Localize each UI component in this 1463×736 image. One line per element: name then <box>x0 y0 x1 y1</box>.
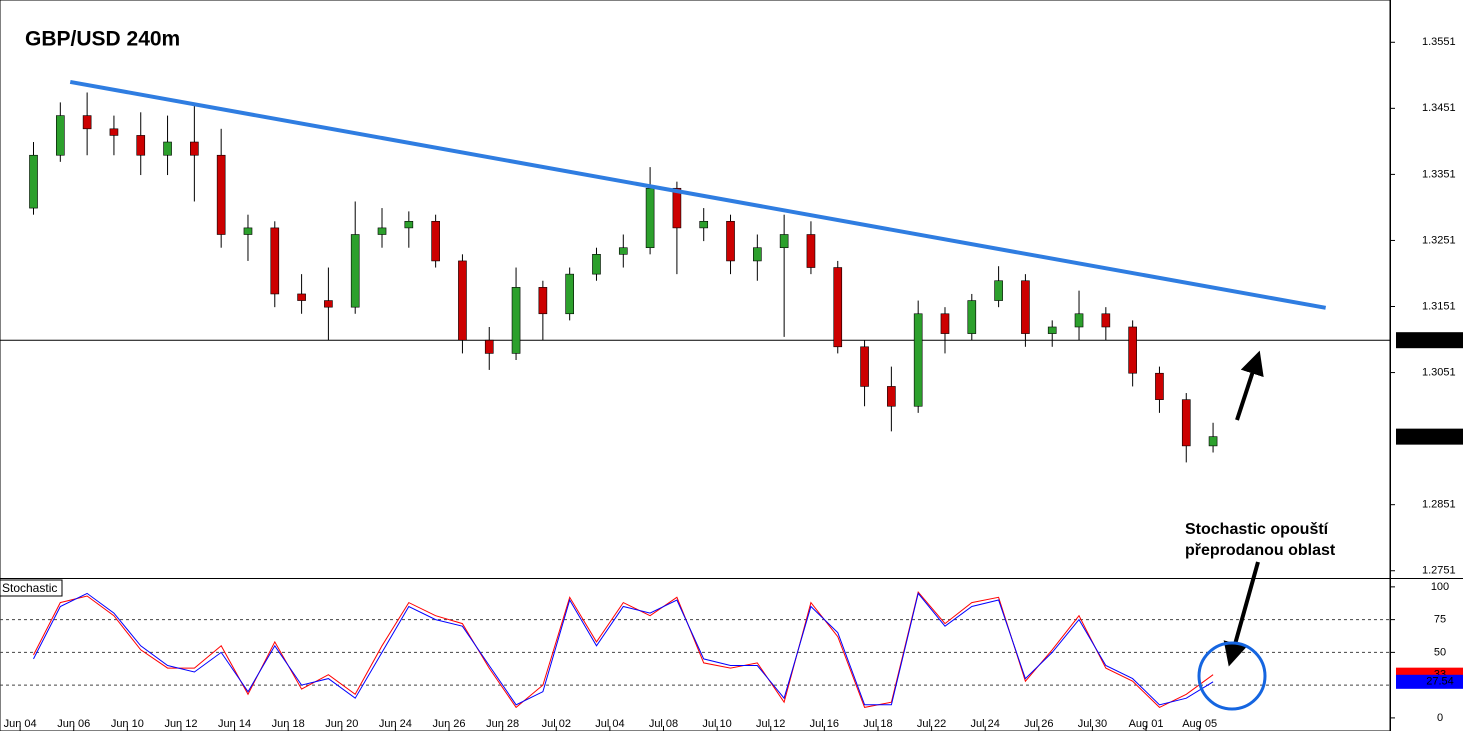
trendline <box>69 79 1327 310</box>
y-tick-label: 1.3251 <box>1422 234 1456 246</box>
panel-title: Stochastic <box>2 581 57 595</box>
candle-body <box>887 386 896 407</box>
x-tick-label: Jun 28 <box>486 718 519 730</box>
candle-body <box>431 220 440 262</box>
candle-body <box>672 187 682 229</box>
y-tick-label: 1.2851 <box>1422 499 1456 511</box>
candle-body <box>994 280 1003 301</box>
candle-body <box>1074 313 1084 328</box>
candle-body <box>297 293 306 301</box>
candle-body <box>565 273 574 315</box>
candle-body <box>136 135 146 156</box>
x-tick-label: Jul 12 <box>756 718 785 730</box>
x-tick-label: Jul 08 <box>649 718 678 730</box>
candle-body <box>1155 372 1164 400</box>
candle-body <box>350 234 360 308</box>
y-tick-label: 75 <box>1434 614 1446 626</box>
candle-body <box>860 346 869 387</box>
annotation: Stochastic opouští <box>1185 521 1329 538</box>
candle-body <box>967 300 977 334</box>
x-tick-label: Jul 30 <box>1078 718 1107 730</box>
candle-body <box>1021 280 1030 334</box>
y-tick-label: 1.3151 <box>1422 300 1456 312</box>
x-tick-label: Jun 24 <box>379 718 412 730</box>
highlight-circle <box>1197 641 1267 711</box>
candle-body <box>82 115 92 130</box>
x-tick-label: Jun 10 <box>111 718 144 730</box>
candle-body <box>538 287 548 315</box>
candle-body <box>1101 313 1111 328</box>
arrow <box>1235 350 1264 421</box>
arrow <box>1223 561 1260 667</box>
candle-body <box>243 227 253 235</box>
candle-body <box>511 287 521 354</box>
candle-body <box>779 234 789 249</box>
x-tick-label: Jul 02 <box>542 718 571 730</box>
y-tick-label: 100 <box>1431 581 1449 593</box>
candle-body <box>324 300 333 308</box>
candle-body <box>913 313 923 407</box>
candle-body <box>29 154 38 209</box>
y-tick-label: 1.3051 <box>1422 366 1456 378</box>
panel-label-box <box>0 579 63 597</box>
x-tick-label: Jun 06 <box>57 718 90 730</box>
candle-body <box>109 128 119 136</box>
x-tick-label: Jul 24 <box>971 718 1000 730</box>
x-tick-label: Jun 04 <box>4 718 37 730</box>
candle-body <box>1181 399 1191 447</box>
y-tick-label: 0 <box>1437 712 1443 724</box>
x-tick-label: Jul 10 <box>702 718 731 730</box>
value-label: 27.54 <box>1426 676 1454 688</box>
candle-body <box>753 247 762 262</box>
value-box <box>1396 674 1463 689</box>
y-tick-label: 1.3551 <box>1422 36 1456 48</box>
x-tick-label: Jul 16 <box>810 718 839 730</box>
candle-body <box>484 339 494 354</box>
price-label: 1.3100 <box>1422 334 1456 346</box>
x-tick-label: Jun 18 <box>272 718 305 730</box>
x-tick-label: Jun 20 <box>325 718 358 730</box>
candle-body <box>270 227 280 295</box>
x-tick-label: Jun 26 <box>433 718 466 730</box>
x-tick-label: Jul 04 <box>595 718 624 730</box>
candle-body <box>726 220 735 262</box>
y-tick-label: 1.2751 <box>1422 565 1456 577</box>
chart-title: GBP/USD 240m <box>25 28 180 51</box>
y-tick-label: 1.3451 <box>1422 102 1456 114</box>
y-tick-label: 1.3351 <box>1422 168 1456 180</box>
candle-body <box>699 220 709 229</box>
candle-body <box>645 187 655 249</box>
candle-body <box>377 227 387 235</box>
x-tick-label: Aug 01 <box>1129 718 1164 730</box>
candle-body <box>833 267 843 348</box>
x-tick-label: Jul 22 <box>917 718 946 730</box>
candle-body <box>1047 326 1057 334</box>
x-tick-label: Aug 05 <box>1182 718 1217 730</box>
x-tick-label: Jun 12 <box>164 718 197 730</box>
stochastic-line <box>33 592 1214 706</box>
candle-body <box>190 141 199 156</box>
price-box <box>1396 428 1463 445</box>
x-tick-label: Jul 18 <box>863 718 892 730</box>
candle-body <box>1128 326 1137 374</box>
annotation: přeprodanou oblast <box>1185 542 1336 559</box>
candle-body <box>458 260 467 341</box>
candle-body <box>618 247 628 255</box>
candle-body <box>216 154 226 235</box>
candle-body <box>806 234 816 268</box>
candle-body <box>940 313 950 334</box>
price-box <box>1396 332 1463 349</box>
candle-body <box>55 115 65 156</box>
last-price-label: 1.2954 <box>1422 431 1456 443</box>
candle-body <box>404 220 414 229</box>
candle-body <box>1208 436 1218 447</box>
y-tick-label: 50 <box>1434 646 1446 658</box>
x-tick-label: Jul 26 <box>1024 718 1053 730</box>
x-tick-label: Jun 14 <box>218 718 251 730</box>
plot-frame <box>0 0 1391 732</box>
candle-body <box>163 141 172 156</box>
candle-body <box>592 254 601 275</box>
